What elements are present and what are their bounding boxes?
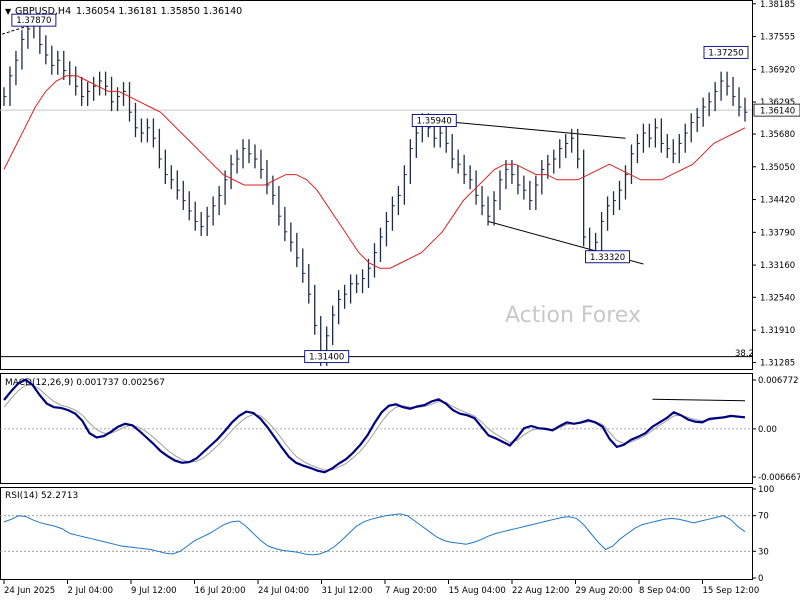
time-tick-label: 8 Sep 04:00 [639,586,690,596]
fib-level-label: 38.2 [735,349,754,359]
time-tick-label: 15 Sep 12:00 [703,586,760,596]
macd-signal-line [3,384,745,471]
price-annotation-box [304,350,350,364]
rsi-series [3,513,746,556]
price-annotation-box [11,13,57,27]
price-annotation-box [411,114,457,127]
price-tick-label: 1.37555 [760,33,795,43]
price-tick-label: 1.35050 [760,163,795,173]
time-tick-label: 16 Jul 20:00 [195,586,246,596]
price-annotation-label: 1.31400 [309,353,344,363]
rsi-tick-label: 30 [758,547,769,557]
price-annotation-label: 1.37250 [708,48,743,58]
price-tick-label: 1.31910 [760,326,795,336]
current-price-box [753,103,800,117]
price-tick-label: 1.36920 [760,66,795,76]
price-annotation-box [703,45,749,59]
price-tick-label: 1.36295 [760,98,795,108]
dashed-trendline [1,19,47,35]
price-annotation-box [585,250,631,264]
rsi-tick-label: 70 [758,512,769,522]
macd-tick-label: 0.00 [758,425,777,435]
time-tick-label: 2 Jul 04:00 [68,586,114,596]
time-tick-label: 24 Jun 2025 [4,586,55,596]
price-panel [0,0,753,370]
macd-series [3,378,746,474]
watermark: Action Forex [505,303,641,328]
macd-tick-label: 0.006772 [758,376,799,386]
price-tick-label: 1.33160 [760,261,795,271]
rsi-line [3,513,746,556]
price-tick-label: 1.34420 [760,196,795,206]
macd-main-line [3,378,746,474]
time-tick-label: 15 Aug 04:00 [449,586,506,596]
header-symbol: GBPUSD,H4 [15,6,71,17]
macd-trendline [652,398,746,402]
time-tick-label: 9 Jul 12:00 [131,586,177,596]
price-axis: 1.38185 1.37555 1.36920 1.36295 1.35680 1.350… [752,0,800,369]
rsi-axis: 100 70 30 0 [752,485,774,584]
moving-average-line [3,75,746,269]
time-tick-label: 29 Aug 20:00 [576,586,633,596]
current-price-label: 1.36140 [760,107,795,117]
price-tick-label: 1.38185 [760,0,795,10]
price-tick-label: 1.32540 [760,293,795,303]
price-annotations: 1.37870 1.31400 1.35940 1.33320 1.37250 [11,13,749,364]
price-tick-label: 1.33790 [760,228,795,238]
time-tick-label: 7 Aug 20:00 [385,586,437,596]
chart-header: ▼ GBPUSD,H4 1.36054 1.36181 1.35850 1.36… [5,6,242,17]
macd-title: MACD(12,26,9) 0.001737 0.002567 [5,378,165,388]
moving-average-series [3,75,746,269]
price-grid [0,109,752,358]
rsi-grid [0,515,752,552]
header-dropdown-icon[interactable]: ▼ [5,7,12,16]
time-tick-label: 24 Jul 04:00 [258,586,309,596]
macd-axis: 0.006772 0.00 -0.006667 [752,376,800,483]
rsi-tick-label: 100 [758,485,774,495]
price-tick-label: 1.35680 [760,130,795,140]
time-axis: 24 Jun 2025 2 Jul 04:00 9 Jul 12:00 16 Jul … [3,580,760,596]
rsi-tick-label: 0 [758,574,763,584]
header-ohlc: 1.36054 1.36181 1.35850 1.36140 [76,6,242,17]
macd-tick-label: -0.006667 [758,473,800,483]
rsi-panel [0,487,753,580]
price-annotation-label: 1.37870 [16,16,51,26]
price-annotation-label: 1.33320 [590,253,625,263]
upper-trendline [434,120,626,139]
time-tick-label: 31 Jul 12:00 [322,586,373,596]
price-annotation-label: 1.35940 [417,117,452,127]
price-tick-label: 1.31285 [760,359,795,369]
rsi-title: RSI(14) 52.2713 [5,491,78,501]
time-tick-label: 22 Aug 12:00 [512,586,569,596]
